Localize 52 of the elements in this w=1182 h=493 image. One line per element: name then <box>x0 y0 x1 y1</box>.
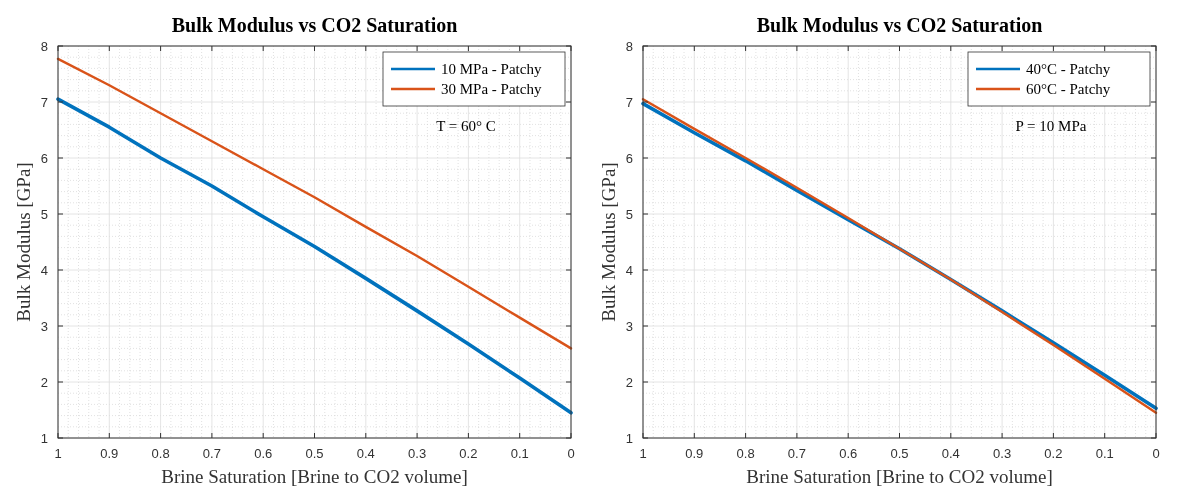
y-tick-label: 5 <box>625 206 633 222</box>
x-tick-label: 0.4 <box>941 446 960 461</box>
y-tick-label: 6 <box>625 150 633 166</box>
y-tick-label: 8 <box>625 38 633 54</box>
y-tick-label: 5 <box>40 206 48 222</box>
x-tick-label: 1 <box>54 446 62 461</box>
x-tick-label: 0.9 <box>100 446 119 461</box>
x-tick-label: 0.4 <box>356 446 375 461</box>
y-tick-label: 6 <box>40 150 48 166</box>
x-tick-label: 0.2 <box>459 446 478 461</box>
chart-title: Bulk Modulus vs CO2 Saturation <box>756 14 1043 36</box>
y-tick-label: 1 <box>40 430 48 446</box>
x-tick-label: 0.8 <box>736 446 755 461</box>
annotation: P = 10 MPa <box>1015 118 1087 134</box>
y-tick-label: 2 <box>625 374 633 390</box>
x-tick-label: 0.7 <box>202 446 221 461</box>
x-tick-label: 0.6 <box>839 446 858 461</box>
x-tick-label: 0.6 <box>254 446 273 461</box>
x-tick-label: 1 <box>639 446 647 461</box>
x-tick-label: 0.3 <box>408 446 427 461</box>
x-tick-label: 0.3 <box>993 446 1012 461</box>
x-axis-title: Brine Saturation [Brine to CO2 volume] <box>746 466 1053 487</box>
legend-label: 10 MPa - Patchy <box>441 61 542 78</box>
x-tick-label: 0 <box>1152 446 1160 461</box>
chart-title: Bulk Modulus vs CO2 Saturation <box>171 14 458 36</box>
legend-label: 40°C - Patchy <box>1026 61 1111 78</box>
line-series <box>56 57 573 350</box>
legend-label: 30 MPa - Patchy <box>441 81 542 98</box>
y-tick-label: 3 <box>625 318 633 334</box>
y-tick-label: 4 <box>40 262 48 278</box>
y-tick-label: 7 <box>625 94 633 110</box>
x-axis-title: Brine Saturation [Brine to CO2 volume] <box>161 466 468 487</box>
x-tick-label: 0.2 <box>1044 446 1063 461</box>
x-tick-label: 0 <box>567 446 575 461</box>
x-tick-label: 0.7 <box>787 446 806 461</box>
y-tick-label: 1 <box>625 430 633 446</box>
y-tick-label: 4 <box>625 262 633 278</box>
line-series <box>56 97 573 415</box>
x-tick-label: 0.1 <box>1095 446 1114 461</box>
x-tick-label: 0.1 <box>510 446 529 461</box>
x-tick-label: 0.8 <box>151 446 170 461</box>
x-tick-label: 0.5 <box>890 446 909 461</box>
y-tick-label: 2 <box>40 374 48 390</box>
y-axis-title: Bulk Modulus [GPa] <box>13 162 34 322</box>
y-tick-label: 8 <box>40 38 48 54</box>
annotation: T = 60° C <box>436 118 496 134</box>
y-axis-title: Bulk Modulus [GPa] <box>598 162 619 322</box>
x-tick-label: 0.5 <box>305 446 324 461</box>
y-tick-label: 3 <box>40 318 48 334</box>
legend-label: 60°C - Patchy <box>1026 81 1111 98</box>
y-tick-label: 7 <box>40 94 48 110</box>
x-tick-label: 0.9 <box>685 446 704 461</box>
